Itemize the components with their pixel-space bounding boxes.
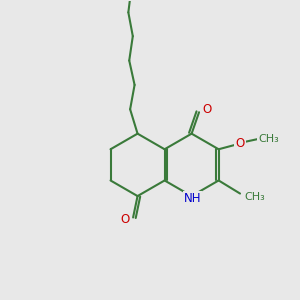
Text: NH: NH — [184, 192, 201, 205]
Text: O: O — [120, 213, 130, 226]
Text: O: O — [236, 137, 245, 150]
Text: O: O — [202, 103, 212, 116]
Text: CH₃: CH₃ — [258, 134, 279, 144]
Text: CH₃: CH₃ — [244, 192, 265, 202]
